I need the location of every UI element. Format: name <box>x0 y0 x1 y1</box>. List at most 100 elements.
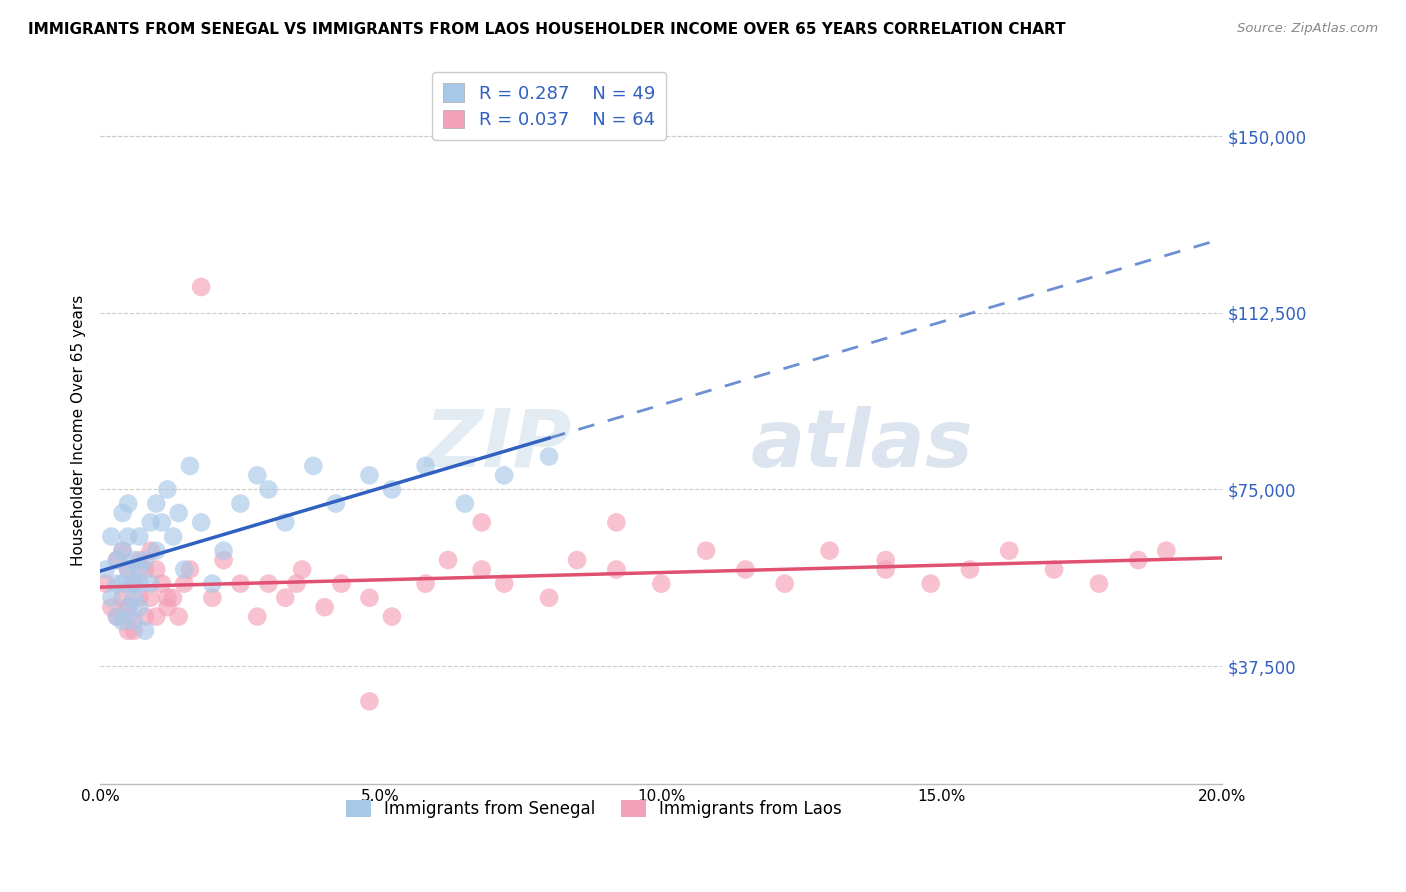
Point <box>325 497 347 511</box>
Point <box>537 591 560 605</box>
Point <box>359 591 381 605</box>
Point <box>128 529 150 543</box>
Point <box>111 506 134 520</box>
Point <box>246 468 269 483</box>
Point <box>128 576 150 591</box>
Point <box>156 600 179 615</box>
Point <box>875 562 897 576</box>
Point <box>105 553 128 567</box>
Point <box>145 562 167 576</box>
Point <box>471 516 494 530</box>
Point <box>122 591 145 605</box>
Point <box>695 543 717 558</box>
Text: Source: ZipAtlas.com: Source: ZipAtlas.com <box>1237 22 1378 36</box>
Point <box>100 529 122 543</box>
Point <box>565 553 588 567</box>
Point <box>105 609 128 624</box>
Point <box>139 576 162 591</box>
Point <box>201 576 224 591</box>
Point <box>257 576 280 591</box>
Text: IMMIGRANTS FROM SENEGAL VS IMMIGRANTS FROM LAOS HOUSEHOLDER INCOME OVER 65 YEARS: IMMIGRANTS FROM SENEGAL VS IMMIGRANTS FR… <box>28 22 1066 37</box>
Point <box>117 562 139 576</box>
Point <box>381 483 404 497</box>
Point <box>145 543 167 558</box>
Text: atlas: atlas <box>751 406 974 483</box>
Point <box>201 591 224 605</box>
Point <box>139 591 162 605</box>
Point <box>134 624 156 638</box>
Point <box>415 458 437 473</box>
Point <box>285 576 308 591</box>
Point <box>274 516 297 530</box>
Point <box>167 506 190 520</box>
Point <box>229 497 252 511</box>
Point <box>162 529 184 543</box>
Point <box>94 562 117 576</box>
Point <box>145 497 167 511</box>
Point <box>359 694 381 708</box>
Point <box>998 543 1021 558</box>
Point <box>111 615 134 629</box>
Point <box>167 609 190 624</box>
Point <box>302 458 325 473</box>
Point <box>117 562 139 576</box>
Point <box>128 553 150 567</box>
Point <box>959 562 981 576</box>
Point <box>471 562 494 576</box>
Point <box>111 543 134 558</box>
Point <box>415 576 437 591</box>
Point <box>117 600 139 615</box>
Point <box>1156 543 1178 558</box>
Point <box>117 529 139 543</box>
Point <box>122 553 145 567</box>
Point <box>257 483 280 497</box>
Point <box>122 576 145 591</box>
Point <box>605 516 627 530</box>
Point <box>179 562 201 576</box>
Point <box>117 609 139 624</box>
Point <box>122 615 145 629</box>
Point <box>105 576 128 591</box>
Point <box>122 576 145 591</box>
Point <box>105 553 128 567</box>
Point <box>134 562 156 576</box>
Point <box>162 591 184 605</box>
Point <box>494 576 516 591</box>
Point <box>190 280 212 294</box>
Point <box>274 591 297 605</box>
Point <box>156 591 179 605</box>
Point <box>381 609 404 624</box>
Point <box>117 600 139 615</box>
Point <box>212 553 235 567</box>
Point <box>145 609 167 624</box>
Point <box>494 468 516 483</box>
Point <box>330 576 353 591</box>
Point <box>314 600 336 615</box>
Point <box>139 516 162 530</box>
Point <box>454 497 477 511</box>
Point <box>818 543 841 558</box>
Point <box>134 609 156 624</box>
Point <box>128 562 150 576</box>
Point <box>173 562 195 576</box>
Point <box>1043 562 1066 576</box>
Point <box>1128 553 1150 567</box>
Point <box>605 562 627 576</box>
Point <box>212 543 235 558</box>
Point <box>111 591 134 605</box>
Point <box>150 516 173 530</box>
Y-axis label: Householder Income Over 65 years: Householder Income Over 65 years <box>72 295 86 566</box>
Point <box>122 624 145 638</box>
Point <box>734 562 756 576</box>
Point <box>117 624 139 638</box>
Point <box>100 591 122 605</box>
Point <box>128 591 150 605</box>
Text: ZIP: ZIP <box>425 406 571 483</box>
Point <box>173 576 195 591</box>
Point <box>920 576 942 591</box>
Point <box>156 483 179 497</box>
Point <box>291 562 314 576</box>
Point <box>94 576 117 591</box>
Point <box>875 553 897 567</box>
Point <box>105 609 128 624</box>
